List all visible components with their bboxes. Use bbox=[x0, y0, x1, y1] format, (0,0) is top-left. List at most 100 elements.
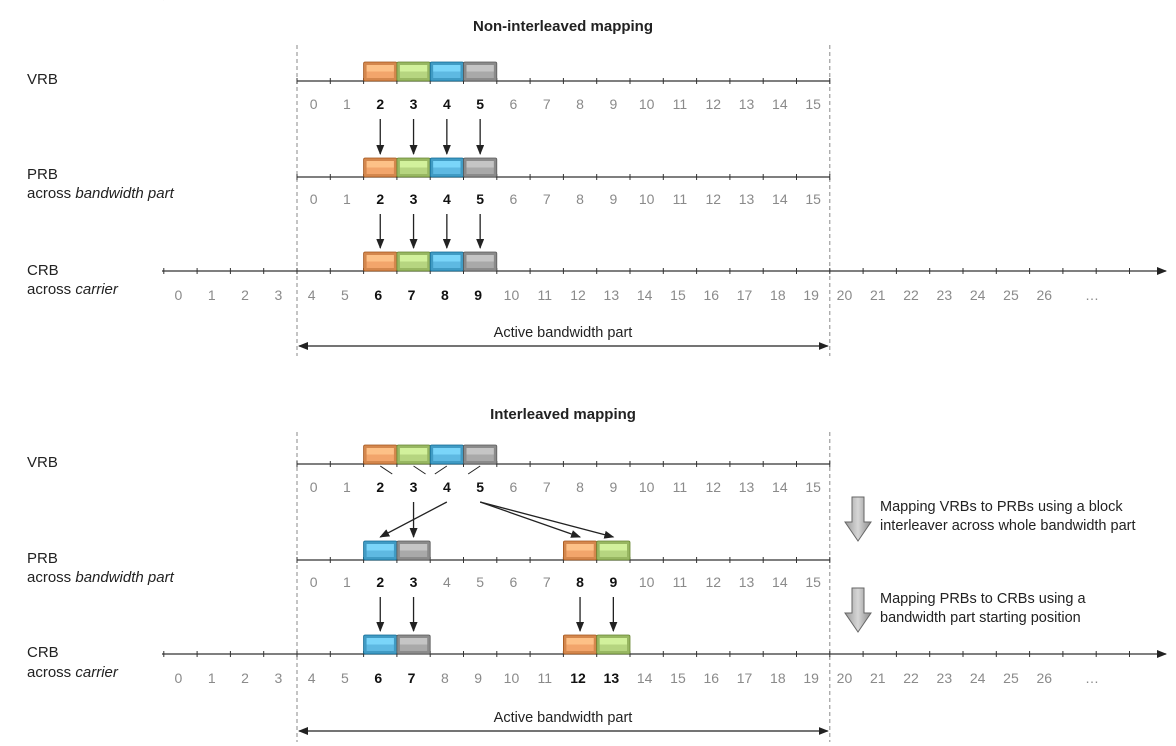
ni-vrb-block-green bbox=[396, 61, 431, 82]
il-vrb-block-shine bbox=[399, 448, 428, 455]
ni-vrb-block-shine bbox=[366, 65, 394, 72]
il-vrb-number: 3 bbox=[410, 479, 418, 495]
ni-prb-block-gray bbox=[463, 157, 498, 178]
note-down-arrow-icon bbox=[844, 496, 872, 542]
il-prb-number: 8 bbox=[576, 574, 584, 590]
il-prb-sublabel: across bandwidth part bbox=[27, 569, 175, 586]
ni-vrb-number: 12 bbox=[705, 96, 721, 112]
ni-vrb-block-shine bbox=[433, 65, 461, 72]
il-prb-block-orange bbox=[563, 540, 598, 561]
ni-vrb-block-shine bbox=[466, 65, 494, 72]
il-crb-number: 3 bbox=[274, 670, 282, 686]
ni-prb-label: PRB bbox=[27, 166, 58, 183]
il-vrb-number: 2 bbox=[376, 479, 384, 495]
note-prb-to-crb-line2: bandwidth part starting position bbox=[880, 610, 1081, 626]
il-crb-number: 13 bbox=[604, 670, 620, 686]
il-crb-number: 5 bbox=[341, 670, 349, 686]
ni-prb-number: 5 bbox=[476, 191, 484, 207]
il-crb-block-shine bbox=[599, 638, 627, 645]
interleaved-title: Interleaved mapping bbox=[490, 406, 636, 423]
ni-vrb-number: 15 bbox=[805, 96, 821, 112]
ni-vrb-number: 8 bbox=[576, 96, 584, 112]
il-crb-number: 2 bbox=[241, 670, 249, 686]
il-prb-number: 4 bbox=[443, 574, 451, 590]
il-vrb-number: 11 bbox=[673, 479, 688, 495]
il-vrb-block-shine bbox=[466, 448, 494, 455]
il-crb-number: 11 bbox=[537, 670, 552, 686]
il-prb-number: 5 bbox=[476, 574, 484, 590]
ni-prb-number: 12 bbox=[705, 191, 721, 207]
ni-crb-number: 25 bbox=[1003, 287, 1019, 303]
il-interleaver-cross-line bbox=[379, 465, 393, 475]
ni-crb-number: 23 bbox=[937, 287, 953, 303]
il-crb-number: 17 bbox=[737, 670, 753, 686]
ni-crb-number: 10 bbox=[504, 287, 520, 303]
ni-active-bwp-label: Active bandwidth part bbox=[494, 325, 633, 341]
il-vrb-to-prb-arrow bbox=[479, 501, 615, 539]
il-crb-number: 10 bbox=[504, 670, 520, 686]
il-interleaver-cross-line bbox=[434, 465, 448, 475]
ni-crb-number: 11 bbox=[537, 287, 552, 303]
il-vrb-block-orange bbox=[363, 444, 398, 465]
il-vrb-label: VRB bbox=[27, 454, 58, 471]
ni-crb-number: 2 bbox=[241, 287, 249, 303]
il-vrb-block-gray bbox=[463, 444, 498, 465]
il-crb-number: 19 bbox=[803, 670, 819, 686]
note-vrb-to-prb-line2: interleaver across whole bandwidth part bbox=[880, 518, 1136, 534]
ni-crb-number: 13 bbox=[604, 287, 620, 303]
ni-vrb-number: 11 bbox=[673, 96, 688, 112]
il-vrb-number: 13 bbox=[739, 479, 755, 495]
il-crb-block-blue bbox=[363, 634, 398, 655]
ni-vrb-number: 4 bbox=[443, 96, 451, 112]
il-crb-number: 7 bbox=[408, 670, 416, 686]
ni-crb-block-green bbox=[396, 251, 431, 272]
il-crb-number: 16 bbox=[703, 670, 719, 686]
diagram-marks: 0 1 2 3 4 5 6 7 8 9 10 11 12 13 14 150 1 2 3 4 5 6 7 8 9 10 11 12 13… bbox=[162, 45, 1167, 742]
il-crb-number: 20 bbox=[837, 670, 853, 686]
ni-crb-number: 14 bbox=[637, 287, 653, 303]
ni-vrb-block-orange bbox=[363, 61, 398, 82]
il-crb-number: 21 bbox=[870, 670, 886, 686]
il-prb-number: 11 bbox=[673, 574, 688, 590]
ni-prb-number: 2 bbox=[376, 191, 384, 207]
ni-crb-number: 21 bbox=[870, 287, 886, 303]
ni-prb-block-shine bbox=[433, 161, 461, 168]
ni-crb-sublabel: across carrier bbox=[27, 281, 119, 298]
ni-crb-block-blue bbox=[429, 251, 464, 272]
ni-prb-block-green bbox=[396, 157, 431, 178]
ni-prb-block-shine bbox=[366, 161, 394, 168]
ni-vrb-number: 2 bbox=[376, 96, 384, 112]
ni-crb-block-shine bbox=[399, 255, 428, 262]
il-prb-number: 7 bbox=[543, 574, 551, 590]
il-prb-number: 13 bbox=[739, 574, 755, 590]
ni-crb-number: 5 bbox=[341, 287, 349, 303]
ni-crb-number: 16 bbox=[703, 287, 719, 303]
ni-vrb-number: 14 bbox=[772, 96, 788, 112]
note-vrb-to-prb-line1: Mapping VRBs to PRBs using a block bbox=[880, 499, 1123, 515]
ni-vrb-number: 0 bbox=[310, 96, 318, 112]
ni-prb-number: 7 bbox=[543, 191, 551, 207]
ni-vrb-number: 1 bbox=[343, 96, 351, 112]
il-crb-block-green bbox=[596, 634, 631, 655]
il-vrb-to-prb-arrow bbox=[479, 501, 581, 538]
il-prb-number: 1 bbox=[343, 574, 351, 590]
il-prb-block-blue bbox=[363, 540, 398, 561]
ni-crb-block-shine bbox=[466, 255, 494, 262]
il-vrb-number: 14 bbox=[772, 479, 788, 495]
ni-prb-number: 14 bbox=[772, 191, 788, 207]
il-prb-block-shine bbox=[366, 544, 394, 551]
ni-vrb-label: VRB bbox=[27, 71, 58, 88]
ni-crb-number: 17 bbox=[737, 287, 753, 303]
il-interleaver-cross-line bbox=[467, 465, 481, 475]
il-crb-number: 15 bbox=[670, 670, 686, 686]
ni-crb-number: 19 bbox=[803, 287, 819, 303]
ni-vrb-block-blue bbox=[429, 61, 464, 82]
ni-crb-number: 8 bbox=[441, 287, 449, 303]
ni-prb-block-shine bbox=[466, 161, 494, 168]
il-vrb-number: 8 bbox=[576, 479, 584, 495]
ni-prb-sublabel: across bandwidth part bbox=[27, 185, 175, 202]
ni-vrb-number: 5 bbox=[476, 96, 484, 112]
il-vrb-number: 7 bbox=[543, 479, 551, 495]
il-crb-number: 12 bbox=[570, 670, 586, 686]
il-prb-block-gray bbox=[396, 540, 431, 561]
